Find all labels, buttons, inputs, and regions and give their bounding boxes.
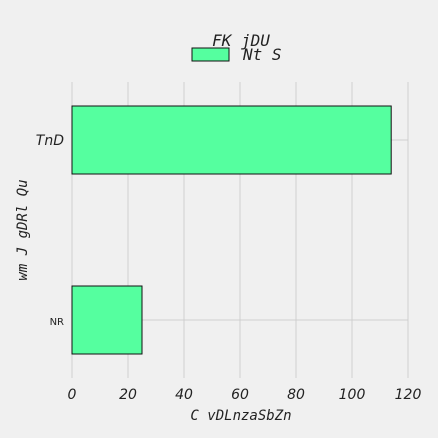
x-tick-label: 120 bbox=[395, 387, 422, 403]
x-tick-label: 40 bbox=[175, 387, 193, 403]
y-tick-label: NR bbox=[50, 317, 64, 328]
x-tick-label: 60 bbox=[231, 387, 249, 403]
legend: Nt S bbox=[191, 45, 282, 64]
legend-label: Nt S bbox=[242, 45, 282, 64]
y-tick-label: TnD bbox=[36, 133, 64, 149]
bar-tnd bbox=[71, 105, 392, 175]
chart-title: FK jDU bbox=[212, 31, 270, 50]
y-axis-label: wm J gDRl Qu bbox=[15, 179, 31, 280]
x-axis-label: C vDLnzaSbZn bbox=[190, 408, 291, 424]
x-tick-label: 20 bbox=[119, 387, 137, 403]
y-tick-labels: TnD NR bbox=[36, 133, 64, 328]
x-tick-label: 0 bbox=[68, 387, 77, 403]
x-tick-label: 100 bbox=[339, 387, 366, 403]
legend-swatch bbox=[191, 47, 230, 62]
x-tick-labels: 0 20 40 60 80 100 120 bbox=[68, 387, 422, 403]
x-tick-label: 80 bbox=[287, 387, 305, 403]
bar-nr bbox=[71, 285, 143, 355]
bars bbox=[71, 105, 392, 355]
